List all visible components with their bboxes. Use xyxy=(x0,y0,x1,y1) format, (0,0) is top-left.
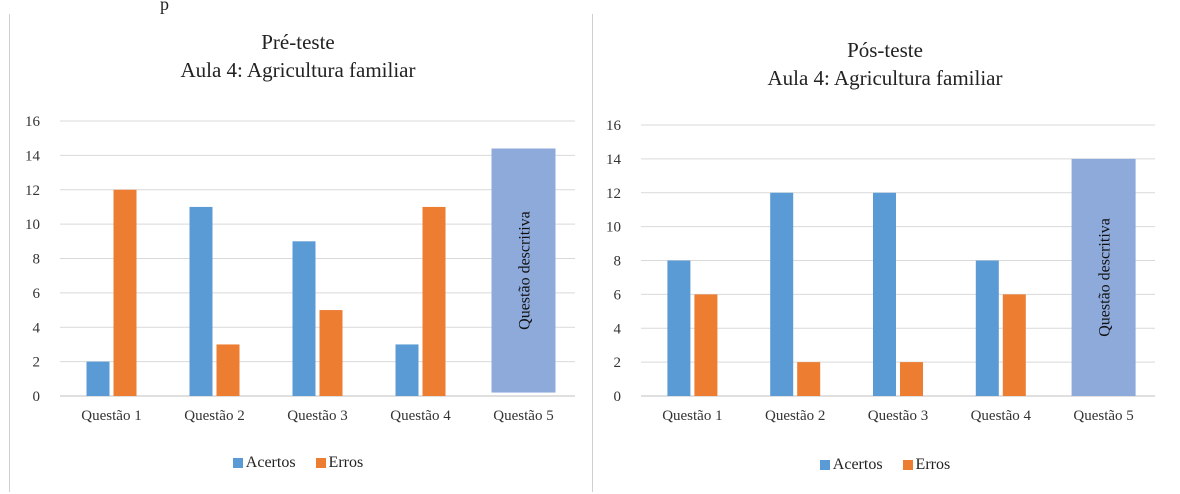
y-tick-label: 10 xyxy=(25,217,40,233)
bar-acertos xyxy=(770,192,794,396)
chart-title-block: Pós-teste Aula 4: Agricultura familiar xyxy=(593,36,1177,92)
legend-swatch-erros xyxy=(315,458,326,468)
bar-erros xyxy=(319,310,343,396)
chart-title-block: Pré-teste Aula 4: Agricultura familiar xyxy=(10,28,586,84)
chart-subtitle: Aula 4: Agricultura familiar xyxy=(767,66,1003,90)
x-tick-label: Questão 2 xyxy=(184,408,244,424)
y-tick-label: 12 xyxy=(606,186,621,202)
legend-item-erros: Erros xyxy=(902,456,951,474)
bar-acertos xyxy=(975,260,999,396)
y-tick-label: 2 xyxy=(33,355,41,371)
bar-acertos xyxy=(667,260,691,396)
bar-erros xyxy=(1002,294,1026,396)
x-tick-label: Questão 1 xyxy=(662,408,722,424)
header-fragment-text: p xyxy=(160,0,169,14)
y-tick-label: 12 xyxy=(25,183,40,199)
y-tick-label: 16 xyxy=(606,118,622,134)
legend-label-acertos: Acertos xyxy=(832,456,883,473)
legend-item-erros: Erros xyxy=(315,454,364,472)
legend-swatch-erros xyxy=(902,460,913,470)
y-tick-label: 0 xyxy=(33,389,41,405)
bar-erros xyxy=(113,189,137,396)
chart-legend: Acertos Erros xyxy=(10,454,586,473)
legend-swatch-acertos xyxy=(819,460,830,470)
x-tick-label: Questão 1 xyxy=(81,408,141,424)
x-tick-label: Questão 5 xyxy=(493,408,553,424)
descriptive-question-label: Questão descritiva xyxy=(1097,218,1114,337)
bar-acertos xyxy=(873,192,896,396)
y-tick-label: 14 xyxy=(25,148,41,164)
descriptive-question-box xyxy=(491,148,556,393)
descriptive-question-box xyxy=(1071,158,1136,396)
y-tick-label: 16 xyxy=(25,114,41,130)
bar-erros xyxy=(694,294,718,396)
legend-item-acertos: Acertos xyxy=(232,454,296,472)
bar-erros xyxy=(422,206,446,396)
chart-title: Pré-teste xyxy=(261,30,335,54)
chart-legend: Acertos Erros xyxy=(593,456,1177,475)
y-tick-label: 10 xyxy=(606,220,621,236)
x-tick-label: Questão 5 xyxy=(1073,408,1133,424)
legend-item-acertos: Acertos xyxy=(819,456,883,474)
bar-acertos xyxy=(189,206,213,396)
y-tick-label: 4 xyxy=(33,320,41,336)
x-tick-label: Questão 2 xyxy=(765,408,825,424)
y-tick-label: 0 xyxy=(614,389,622,405)
x-tick-label: Questão 4 xyxy=(390,408,451,424)
y-tick-label: 2 xyxy=(614,355,622,371)
chart-subtitle: Aula 4: Agricultura familiar xyxy=(180,58,416,82)
y-tick-label: 6 xyxy=(33,286,41,302)
bar-acertos xyxy=(292,241,316,396)
bar-acertos xyxy=(86,361,110,396)
legend-swatch-acertos xyxy=(232,458,243,468)
y-tick-label: 14 xyxy=(606,152,622,168)
y-tick-label: 4 xyxy=(614,321,622,337)
bar-chart-pre-test: 0 2 4 6 8 10 12 14 16 Questão 1 Questão 2 Questão 3… xyxy=(25,114,575,424)
bar-chart-post-test: 0 2 4 6 8 10 12 14 16 Questão 1 Questão 2 Questão 3… xyxy=(606,118,1155,424)
bar-erros xyxy=(900,362,923,396)
y-tick-label: 8 xyxy=(614,254,622,270)
bar-acertos xyxy=(395,344,419,396)
legend-label-acertos: Acertos xyxy=(245,454,296,471)
chart-panel-pre-test: Pré-teste Aula 4: Agricultura familiar 0… xyxy=(9,14,586,492)
descriptive-question-label: Questão descritiva xyxy=(517,211,534,330)
page-header-fragment: p xyxy=(0,0,600,14)
chart-title: Pós-teste xyxy=(847,38,923,62)
legend-label-erros: Erros xyxy=(328,454,364,471)
x-tick-label: Questão 4 xyxy=(971,408,1032,424)
x-tick-label: Questão 3 xyxy=(868,408,928,424)
bar-erros xyxy=(797,362,821,396)
y-tick-label: 8 xyxy=(33,252,41,268)
bar-erros xyxy=(216,344,240,396)
x-tick-label: Questão 3 xyxy=(287,408,347,424)
y-tick-label: 6 xyxy=(614,287,622,303)
chart-panel-post-test: Pós-teste Aula 4: Agricultura familiar 0… xyxy=(592,14,1177,492)
legend-label-erros: Erros xyxy=(915,456,951,473)
